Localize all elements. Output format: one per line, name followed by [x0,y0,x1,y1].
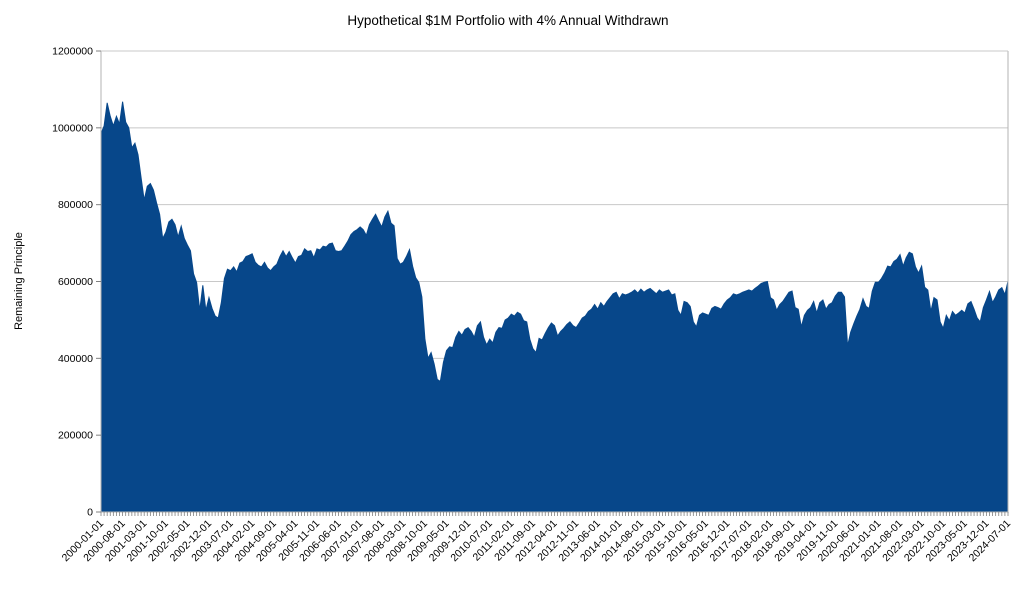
y-tick-labels: 0 200000 400000 600000 800000 1000000 1200000 [52,46,101,519]
svg-text:1000000: 1000000 [52,122,93,134]
svg-text:600000: 600000 [58,276,93,288]
y-axis-title: Remaining Principle [13,232,25,330]
svg-text:800000: 800000 [58,199,93,211]
chart-title: Hypothetical $1M Portfolio with 4% Annua… [347,13,669,28]
svg-text:200000: 200000 [58,430,93,442]
svg-text:0: 0 [87,507,93,519]
x-tick-labels: 2000-01-012000-08-012001-03-012001-10-01… [60,518,1014,565]
area-series [100,101,1009,513]
x-tick-marks [100,512,1009,516]
svg-text:400000: 400000 [58,353,93,365]
svg-text:1200000: 1200000 [52,46,93,58]
